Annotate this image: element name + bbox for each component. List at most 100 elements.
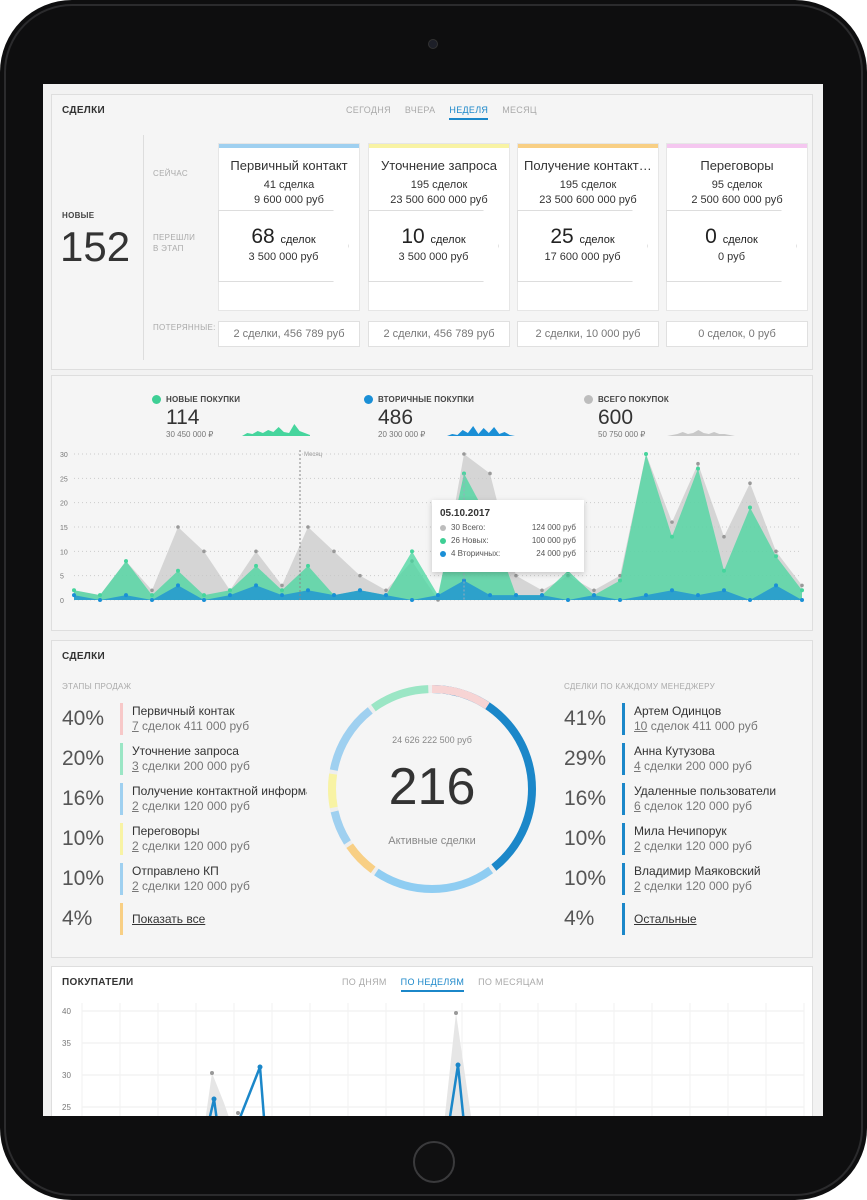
series-point <box>176 568 180 573</box>
stage-row[interactable]: 20% Уточнение запроса 3 сделки 200 000 руб <box>62 743 307 775</box>
series-point <box>384 588 388 593</box>
legend-new-label: НОВЫЕ ПОКУПКИ <box>166 395 241 404</box>
series-point <box>774 554 778 559</box>
series-point <box>800 598 804 602</box>
tablet-bezel <box>4 4 863 1196</box>
stage-sum: сделки 120 000 руб <box>138 839 250 853</box>
stage-count-link[interactable]: 3 <box>132 759 139 773</box>
manager-sub: 6 сделок 120 000 руб <box>634 799 809 814</box>
manager-bar <box>622 743 625 775</box>
series-point <box>722 588 726 593</box>
buyers-line <box>208 1064 465 1116</box>
manager-text: Остальные <box>634 912 809 927</box>
tab-yesterday[interactable]: ВЧЕРА <box>404 105 436 115</box>
legend-total: ВСЕГО ПОКУПОК 600 50 750 000 ₽ <box>584 395 669 439</box>
manager-name: Владимир Маяковский <box>634 864 761 878</box>
divider <box>143 135 144 360</box>
series-point <box>150 588 154 593</box>
series-point <box>410 598 414 602</box>
manager-row[interactable]: 10% Владимир Маяковский 2 сделки 120 000 р… <box>564 863 809 895</box>
tab-today[interactable]: СЕГОДНЯ <box>346 105 391 115</box>
manager-name[interactable]: Остальные <box>634 911 697 926</box>
stage-lost: 2 сделки, 456 789 руб <box>218 321 360 347</box>
stage-card-bar <box>518 144 658 148</box>
series-point <box>436 593 440 598</box>
manager-row[interactable]: 4% Остальные <box>564 903 809 935</box>
buyers-point <box>257 1064 263 1070</box>
buyers-point <box>455 1062 461 1068</box>
manager-name: Мила Нечипорук <box>634 824 727 838</box>
manager-row[interactable]: 41% Артем Одинцов 10 сделок 411 000 руб <box>564 703 809 735</box>
stage-sum: сделки 120 000 руб <box>138 879 250 893</box>
legend-total-label: ВСЕГО ПОКУПОК <box>598 395 669 404</box>
manager-sub: 2 сделки 120 000 руб <box>634 839 809 854</box>
manager-count-link[interactable]: 6 <box>634 799 641 813</box>
stage-card: Первичный контакт 41 сделка 9 600 000 руб 6… <box>218 143 360 311</box>
series-point <box>280 593 284 598</box>
stage-pct: 40% <box>62 707 105 730</box>
tab-by-week[interactable]: ПО НЕДЕЛЯМ <box>400 977 465 992</box>
manager-count-link[interactable]: 2 <box>634 879 641 893</box>
sparkline-secondary <box>447 426 515 436</box>
manager-name: Удаленные пользователи <box>634 784 777 798</box>
manager-row[interactable]: 10% Мила Нечипорук 2 сделки 120 000 руб <box>564 823 809 855</box>
stage-row[interactable]: 40% Первичный контак 7 сделок 411 000 руб <box>62 703 307 735</box>
stage-moved-arrow: 0 сделок 0 руб <box>666 210 797 282</box>
manager-count-link[interactable]: 2 <box>634 839 641 853</box>
y-tick-label: 10 <box>60 549 68 556</box>
series-point <box>670 588 674 593</box>
stage-pct: 16% <box>62 787 105 810</box>
home-button[interactable] <box>413 1141 455 1183</box>
stage-lost: 2 сделки, 10 000 руб <box>517 321 659 347</box>
stage-row[interactable]: 10% Отправлено КП 2 сделки 120 000 руб <box>62 863 307 895</box>
tab-week[interactable]: НЕДЕЛЯ <box>449 105 489 120</box>
manager-row[interactable]: 16% Удаленные пользователи 6 сделок 120 00… <box>564 783 809 815</box>
series-point <box>722 534 726 539</box>
ring-value: 216 <box>388 758 476 816</box>
series-point <box>254 549 258 554</box>
buyers-tabs: ПО ДНЯМ ПО НЕДЕЛЯМ ПО МЕСЯЦАМ <box>342 977 544 992</box>
stage-moved: 10 сделок <box>369 225 498 249</box>
active-deals-ring <box>328 685 536 893</box>
series-point <box>332 593 336 598</box>
series-point <box>540 588 544 593</box>
manager-count-link[interactable]: 10 <box>634 719 648 733</box>
manager-name: Артем Одинцов <box>634 704 722 718</box>
row-moved-label-2: В ЭТАП <box>153 244 184 253</box>
stage-count-link[interactable]: 2 <box>132 839 139 853</box>
tooltip-value: 124 000 руб <box>531 523 576 532</box>
series-point <box>254 563 258 568</box>
manager-pct: 10% <box>564 867 607 890</box>
legend-total-sum: 50 750 000 ₽ <box>598 430 646 439</box>
manager-text: Мила Нечипорук 2 сделки 120 000 руб <box>634 824 809 854</box>
ring-segment <box>328 685 536 893</box>
stage-name[interactable]: Показать все <box>132 911 206 926</box>
tab-by-month[interactable]: ПО МЕСЯЦАМ <box>478 977 544 987</box>
stage-row[interactable]: 16% Получение контактной информаци 2 сделк… <box>62 783 307 815</box>
stage-lost: 0 сделок, 0 руб <box>666 321 808 347</box>
manager-row[interactable]: 29% Анна Кутузова 4 сделки 200 000 руб <box>564 743 809 775</box>
series-point <box>280 583 284 588</box>
row-now-label: СЕЙЧАС <box>153 169 188 178</box>
stage-card-bar <box>369 144 509 148</box>
stage-count-link[interactable]: 2 <box>132 879 139 893</box>
stage-bar <box>120 783 123 815</box>
series-point <box>800 588 804 593</box>
legend-new-dot <box>152 395 161 404</box>
tooltip-value: 100 000 руб <box>531 536 576 545</box>
tab-by-day[interactable]: ПО ДНЯМ <box>342 977 387 987</box>
tab-month[interactable]: МЕСЯЦ <box>502 105 537 115</box>
stage-count-link[interactable]: 2 <box>132 799 139 813</box>
tooltip-row: 4 Вторичных: 24 000 руб <box>440 549 576 558</box>
y-tick-label: 5 <box>60 574 64 581</box>
stage-name: Первичный контак <box>132 704 235 718</box>
manager-sum: сделок 120 000 руб <box>640 799 752 813</box>
manager-count-link[interactable]: 4 <box>634 759 641 773</box>
stage-bar <box>120 743 123 775</box>
stage-row[interactable]: 10% Переговоры 2 сделки 120 000 руб <box>62 823 307 855</box>
stage-count-link[interactable]: 7 <box>132 719 139 733</box>
stage-deals-sum: 2 500 600 000 руб <box>691 194 783 206</box>
stage-row[interactable]: 4% Показать все <box>62 903 307 935</box>
stage-sum: сделки 200 000 руб <box>138 759 250 773</box>
